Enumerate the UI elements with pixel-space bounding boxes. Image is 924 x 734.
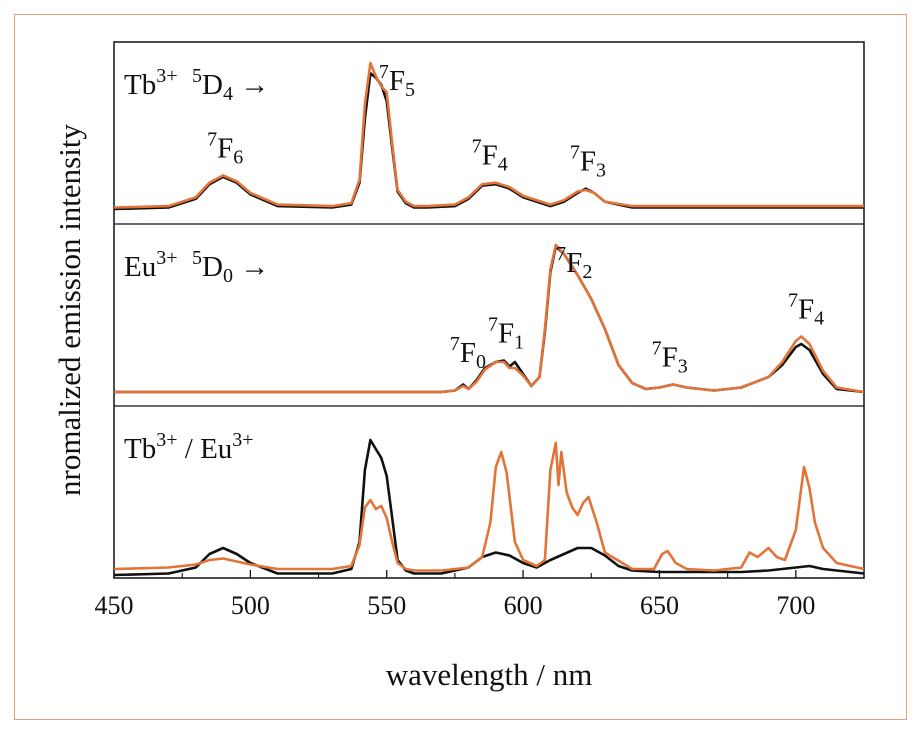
chart-frame: [14, 14, 907, 720]
x-tick-label-650: 650: [640, 591, 679, 620]
x-tick-label-550: 550: [367, 591, 406, 620]
x-tick-label-700: 700: [776, 591, 815, 620]
series-line-tbeu-black: [113, 438, 865, 577]
x-tick-label-500: 500: [231, 591, 270, 620]
series-line-eu-orange: [114, 243, 865, 394]
series-line-tbeu-orange: [113, 441, 865, 572]
y-axis-title: nromalized emission intensity: [52, 124, 87, 496]
series-line-tb-orange: [113, 61, 864, 209]
panel-label-tb: Tb3+ 5D4 →: [124, 65, 269, 105]
plot-border: [113, 41, 865, 579]
transition-label-tb-0: 7F6: [207, 128, 243, 168]
panel-label-tbeu: Tb3+ / Eu3+: [124, 429, 254, 465]
x-axis: 450 500 550 600 650 700: [95, 570, 865, 620]
transition-label-eu-3: 7F3: [652, 338, 688, 378]
x-tick-label-450: 450: [95, 591, 134, 620]
plot-area: [113, 41, 865, 579]
transition-label-eu-2: 7F2: [556, 243, 592, 283]
transition-label-eu-0: 7F0: [450, 333, 486, 373]
panel-tbeu: Tb3+ / Eu3+: [113, 429, 865, 577]
x-tick-label-600: 600: [504, 591, 543, 620]
transition-label-tb-3: 7F3: [570, 142, 606, 182]
x-axis-title: wavelength / nm: [386, 657, 593, 692]
transition-label-tb-1: 7F5: [379, 61, 415, 101]
transition-label-tb-2: 7F4: [472, 136, 508, 176]
transition-label-eu-1: 7F1: [488, 314, 524, 354]
transition-label-eu-4: 7F4: [788, 290, 824, 330]
panel-tb: Tb3+ 5D4 → 7F6 7F5 7F4 7F3: [113, 61, 864, 211]
panel-label-eu: Eu3+ 5D0 →: [124, 247, 269, 287]
